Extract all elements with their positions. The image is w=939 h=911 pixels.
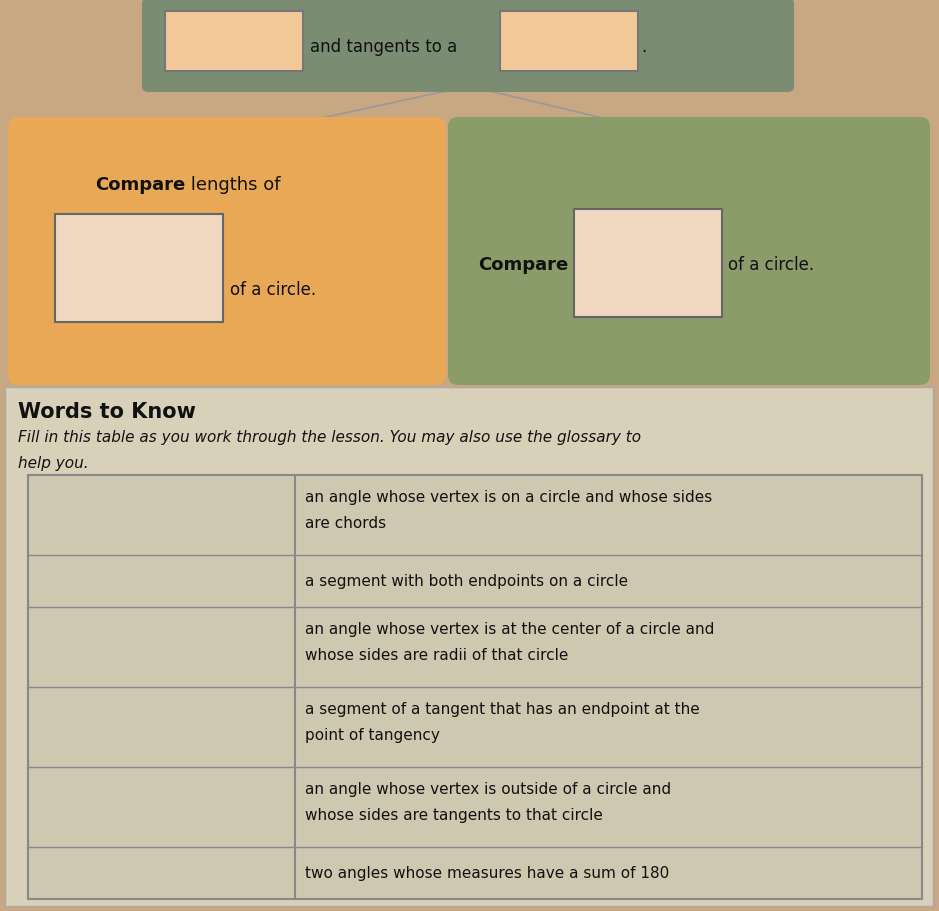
Text: lengths of: lengths of (185, 176, 281, 194)
Text: a segment with both endpoints on a circle: a segment with both endpoints on a circl… (305, 574, 628, 589)
Text: whose sides are radii of that circle: whose sides are radii of that circle (305, 648, 568, 662)
Text: an angle whose vertex is on a circle and whose sides: an angle whose vertex is on a circle and… (305, 489, 713, 505)
Text: Compare: Compare (478, 256, 568, 273)
Text: .: . (641, 38, 646, 56)
Text: are chords: are chords (305, 516, 386, 530)
FancyBboxPatch shape (142, 0, 794, 93)
Bar (500, 12, 638, 72)
FancyBboxPatch shape (448, 118, 930, 385)
Text: Fill in this table as you work through the lesson. You may also use the glossary: Fill in this table as you work through t… (18, 429, 641, 445)
Text: help you.: help you. (18, 456, 88, 470)
Text: of a circle.: of a circle. (728, 256, 814, 273)
Bar (574, 210, 722, 318)
Text: Words to Know: Words to Know (18, 402, 196, 422)
Bar (5, 387, 933, 906)
Bar (55, 215, 223, 322)
Text: whose sides are tangents to that circle: whose sides are tangents to that circle (305, 807, 603, 822)
Text: and tangents to a: and tangents to a (310, 38, 457, 56)
Text: point of tangency: point of tangency (305, 727, 439, 742)
Text: Compare: Compare (95, 176, 185, 194)
Text: an angle whose vertex is at the center of a circle and: an angle whose vertex is at the center o… (305, 621, 715, 636)
Text: of a circle.: of a circle. (230, 281, 316, 299)
Text: an angle whose vertex is outside of a circle and: an angle whose vertex is outside of a ci… (305, 781, 671, 796)
Bar (165, 12, 303, 72)
Text: two angles whose measures have a sum of 180: two angles whose measures have a sum of … (305, 865, 670, 881)
FancyBboxPatch shape (8, 118, 446, 385)
Bar (28, 476, 922, 899)
Text: a segment of a tangent that has an endpoint at the: a segment of a tangent that has an endpo… (305, 701, 700, 716)
